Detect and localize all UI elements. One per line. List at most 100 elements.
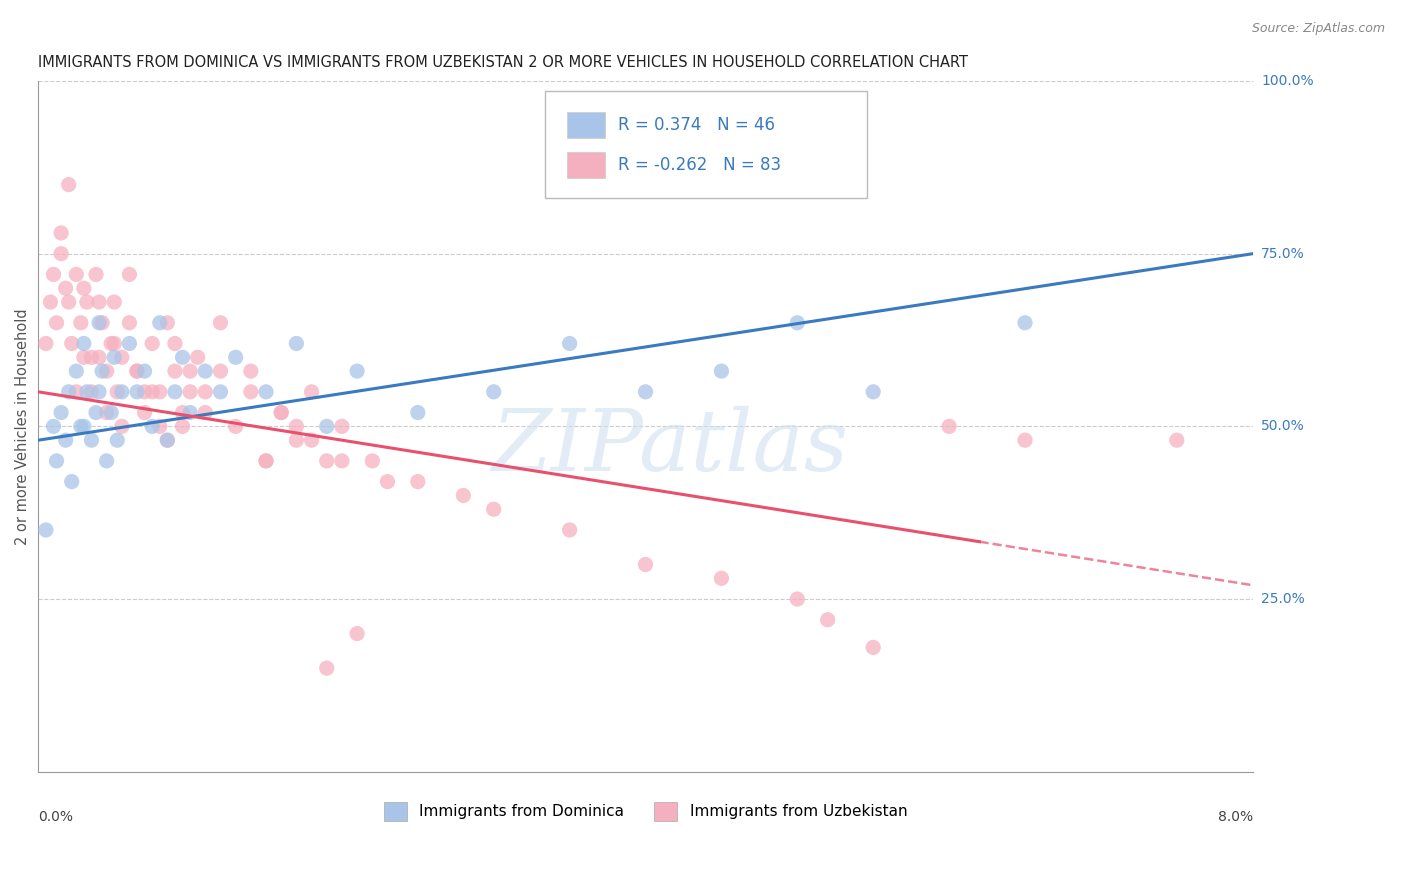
Point <box>105 384 128 399</box>
Point <box>209 364 232 378</box>
Point <box>225 419 247 434</box>
Point <box>111 419 134 434</box>
Point <box>118 268 141 282</box>
Point <box>149 316 172 330</box>
Point <box>149 419 172 434</box>
Point <box>862 640 884 655</box>
Point <box>87 295 110 310</box>
Point <box>285 336 308 351</box>
Point <box>55 433 77 447</box>
Point <box>194 384 217 399</box>
Point <box>1166 433 1188 447</box>
Point <box>35 336 58 351</box>
Point <box>111 351 134 365</box>
Point <box>163 364 186 378</box>
Point <box>80 433 103 447</box>
Point <box>270 406 292 420</box>
Point <box>453 488 475 502</box>
Point <box>65 268 87 282</box>
Point <box>73 351 96 365</box>
Point <box>96 454 118 468</box>
Point <box>58 178 80 192</box>
Point <box>118 316 141 330</box>
Point <box>65 384 87 399</box>
Point <box>58 384 80 399</box>
Point <box>301 433 323 447</box>
Point <box>69 419 91 434</box>
Text: 75.0%: 75.0% <box>1261 247 1305 260</box>
Point <box>254 384 277 399</box>
Point <box>1014 316 1036 330</box>
Point <box>84 268 107 282</box>
Point <box>817 613 839 627</box>
Text: IMMIGRANTS FROM DOMINICA VS IMMIGRANTS FROM UZBEKISTAN 2 OR MORE VEHICLES IN HOU: IMMIGRANTS FROM DOMINICA VS IMMIGRANTS F… <box>38 55 969 70</box>
Point <box>163 384 186 399</box>
Point <box>73 419 96 434</box>
Point <box>125 364 148 378</box>
Point <box>39 295 62 310</box>
Point <box>91 316 114 330</box>
Point <box>301 384 323 399</box>
FancyBboxPatch shape <box>544 91 866 198</box>
Text: 0.0%: 0.0% <box>38 810 73 823</box>
Point <box>134 384 156 399</box>
Point <box>285 419 308 434</box>
Point <box>49 406 72 420</box>
Point <box>96 364 118 378</box>
Point <box>87 351 110 365</box>
Point <box>111 384 134 399</box>
Point <box>87 384 110 399</box>
Point <box>254 454 277 468</box>
Point <box>179 384 201 399</box>
Point <box>35 523 58 537</box>
Point <box>60 336 83 351</box>
Point <box>1014 433 1036 447</box>
Point <box>634 558 657 572</box>
Point <box>76 295 98 310</box>
Point <box>786 316 808 330</box>
Point <box>361 454 384 468</box>
Point <box>49 226 72 240</box>
Point <box>558 523 581 537</box>
Point <box>862 384 884 399</box>
Point <box>73 336 96 351</box>
Point <box>194 364 217 378</box>
Point <box>118 336 141 351</box>
Point <box>163 336 186 351</box>
Point <box>141 336 163 351</box>
Point <box>69 316 91 330</box>
Point <box>482 502 505 516</box>
Point <box>80 351 103 365</box>
Point <box>84 406 107 420</box>
Point <box>65 364 87 378</box>
Point <box>209 316 232 330</box>
Point <box>134 364 156 378</box>
Text: 25.0%: 25.0% <box>1261 592 1305 606</box>
Point <box>55 281 77 295</box>
Point <box>346 364 368 378</box>
Point <box>285 433 308 447</box>
Point <box>60 475 83 489</box>
Point <box>270 406 292 420</box>
Text: R = 0.374   N = 46: R = 0.374 N = 46 <box>617 116 775 134</box>
Point <box>73 281 96 295</box>
Point <box>315 454 337 468</box>
Point <box>42 268 65 282</box>
Point <box>179 406 201 420</box>
Point <box>45 316 67 330</box>
FancyBboxPatch shape <box>567 112 606 138</box>
Point <box>315 419 337 434</box>
Point <box>330 454 353 468</box>
Point <box>330 419 353 434</box>
Point <box>156 433 179 447</box>
FancyBboxPatch shape <box>567 153 606 178</box>
Point <box>58 295 80 310</box>
Point <box>482 384 505 399</box>
Y-axis label: 2 or more Vehicles in Household: 2 or more Vehicles in Household <box>15 308 30 545</box>
Point <box>254 454 277 468</box>
Text: R = -0.262   N = 83: R = -0.262 N = 83 <box>617 155 780 174</box>
Point <box>103 336 125 351</box>
Text: 8.0%: 8.0% <box>1218 810 1253 823</box>
Point <box>209 384 232 399</box>
Point <box>45 454 67 468</box>
